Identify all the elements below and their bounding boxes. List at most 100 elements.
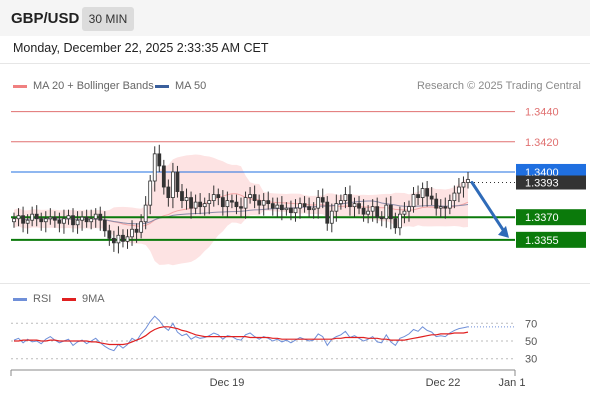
candle-body <box>357 203 361 209</box>
candle-body <box>402 210 407 215</box>
candle-body <box>334 203 339 212</box>
candle-body <box>216 194 221 198</box>
candle-body <box>457 186 461 194</box>
level-label: 1.3370 <box>525 212 559 224</box>
divider <box>0 63 590 64</box>
candle-body <box>397 213 402 229</box>
candle-body <box>198 201 203 208</box>
candle-body <box>16 215 21 220</box>
candle-body <box>320 197 325 203</box>
candle-body <box>12 218 16 223</box>
candle-body <box>43 218 48 223</box>
candle-body <box>193 201 198 209</box>
candle-body <box>139 221 144 233</box>
candle-body <box>202 203 207 208</box>
rsi-ma9-line <box>14 326 469 346</box>
candle-body <box>316 197 321 209</box>
candle-body <box>34 213 39 220</box>
candle-body <box>416 194 420 198</box>
last-price-bg <box>516 175 586 190</box>
candle-body <box>261 200 266 206</box>
candle-body <box>366 210 371 215</box>
candle-body <box>75 219 80 226</box>
candle-body <box>252 194 257 202</box>
candle-body <box>361 207 366 215</box>
rsi-level-label: 30 <box>525 354 537 366</box>
candle-body <box>302 203 307 208</box>
divider <box>0 283 590 284</box>
candle-body <box>30 213 35 221</box>
candle-body <box>116 234 121 244</box>
datetime-label: Monday, December 22, 2025 2:33:35 AM CET <box>13 41 269 55</box>
candle-body <box>102 219 107 232</box>
candle-body <box>189 197 193 209</box>
legend-ma-bb-label: MA 20 + Bollinger Bands <box>33 80 154 92</box>
legend-ma50-label: MA 50 <box>175 80 207 92</box>
candle-body <box>161 165 166 188</box>
candle-body <box>157 153 162 167</box>
candle-body <box>25 219 30 224</box>
candle-body <box>338 200 343 205</box>
x-axis-label: Dec 22 <box>426 377 461 389</box>
candle-body <box>284 207 289 211</box>
legend-ma-bb: MA 20 + Bollinger Bands <box>13 80 154 92</box>
last-price-label: 1.3393 <box>525 178 559 190</box>
candle-body <box>329 210 334 224</box>
candle-body <box>71 215 75 226</box>
level-label-bg <box>516 231 586 248</box>
candle-body <box>257 200 262 206</box>
candle-body <box>125 236 130 242</box>
candle-body <box>429 195 434 200</box>
candle-body <box>270 203 275 209</box>
candle-body <box>84 216 89 223</box>
candle-body <box>98 213 103 221</box>
candle-body <box>443 206 448 209</box>
candle-body <box>121 234 125 242</box>
candle-body <box>379 216 384 220</box>
candle-body <box>170 171 175 198</box>
legend-ma-bb-swatch <box>13 84 27 88</box>
candle-body <box>248 194 252 198</box>
candle-body <box>166 186 171 198</box>
candle-body <box>111 237 116 244</box>
candle-body <box>243 197 248 209</box>
candle-body <box>234 201 239 208</box>
candle-body <box>184 197 189 202</box>
candle-body <box>311 207 316 211</box>
candle-body <box>52 216 57 221</box>
candle-body <box>57 219 62 224</box>
candle-body <box>175 171 180 192</box>
candle-body <box>411 194 416 208</box>
candle-body <box>425 188 430 197</box>
candle-body <box>39 218 44 223</box>
legend-rsi: RSI <box>13 293 51 305</box>
candle-body <box>21 215 25 224</box>
level-label: 1.3440 <box>525 107 559 119</box>
x-axis-label: Dec 19 <box>210 377 245 389</box>
timeframe-button[interactable]: 30 MIN <box>82 7 134 31</box>
candle-body <box>279 204 284 211</box>
candle-body <box>275 204 280 209</box>
x-axis-label: Jan 1 <box>499 377 526 389</box>
candle-body <box>107 230 112 239</box>
candle-body <box>388 204 393 220</box>
candle-body <box>80 216 84 221</box>
candle-body <box>266 200 271 205</box>
candle-body <box>220 197 225 208</box>
candle-body <box>375 206 380 218</box>
candle-body <box>66 215 71 220</box>
candle-body <box>352 203 357 208</box>
candle-body <box>447 200 452 209</box>
legend-9ma: 9MA <box>62 293 105 305</box>
candle-body <box>370 206 375 212</box>
legend-9ma-swatch <box>62 297 76 301</box>
forecast-arrow-head <box>498 225 509 238</box>
candle-body <box>93 213 98 220</box>
candle-body <box>48 216 53 220</box>
candle-body <box>152 153 157 182</box>
credit-text: Research © 2025 Trading Central <box>416 80 581 92</box>
symbol-label: GBP/USD <box>11 10 80 27</box>
candle-body <box>461 182 466 188</box>
candle-body <box>230 200 234 203</box>
